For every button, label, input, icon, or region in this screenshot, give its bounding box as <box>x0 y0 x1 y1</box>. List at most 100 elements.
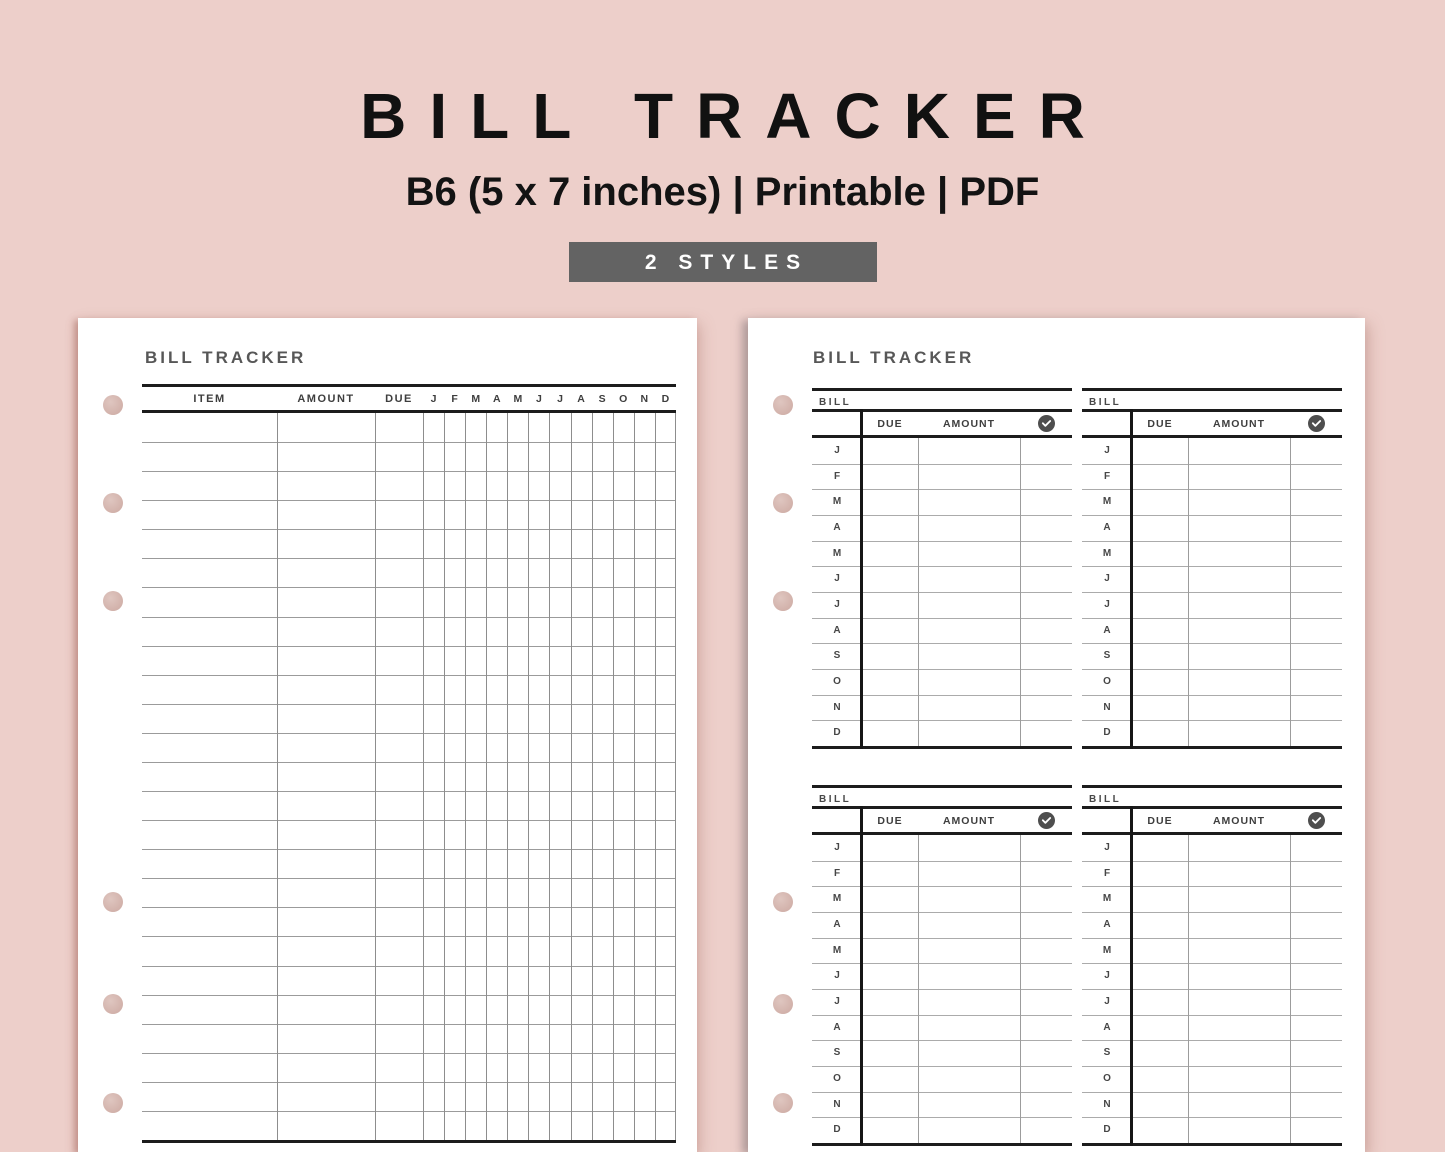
bill-quadrant-table: BILL DUE AMOUNT J F M A M J J A S O N D <box>812 388 1072 749</box>
column-line <box>634 413 635 1140</box>
month-column-header: O <box>619 392 628 405</box>
row-line <box>812 963 1072 965</box>
row-line <box>142 907 676 909</box>
month-column-header: S <box>598 392 606 405</box>
month-row-label: S <box>1103 1047 1111 1059</box>
table-body-grid: J F M A M J J A S O N D <box>812 438 1072 749</box>
row-line <box>1082 963 1342 965</box>
month-row-label: J <box>834 599 840 610</box>
month-column-header: M <box>513 392 523 405</box>
row-line <box>142 500 676 502</box>
row-line <box>1082 617 1342 619</box>
bill-quadrant-table: BILL DUE AMOUNT J F M A M J J A S O N D <box>812 785 1072 1146</box>
row-line <box>142 1052 676 1054</box>
row-line <box>1082 1066 1342 1067</box>
month-row-label: O <box>833 676 841 687</box>
binder-hole <box>773 395 793 415</box>
binder-hole <box>103 591 123 611</box>
column-header-amount: AMOUNT <box>1212 814 1266 827</box>
row-line <box>1082 860 1342 862</box>
month-row-label: D <box>1103 1124 1111 1136</box>
column-line <box>655 413 656 1140</box>
row-line <box>1082 912 1342 913</box>
month-column-header: A <box>492 392 501 405</box>
month-row-label: O <box>1103 1073 1111 1084</box>
row-line <box>812 989 1072 990</box>
column-header-paid <box>1290 812 1342 829</box>
column-header-due: DUE <box>1147 814 1173 827</box>
column-header-amount: AMOUNT <box>942 417 996 430</box>
month-row-label: F <box>1103 470 1111 482</box>
row-line <box>142 674 676 676</box>
row-line <box>1082 592 1342 593</box>
month-row-label: D <box>1103 727 1111 739</box>
table-header-row: DUE AMOUNT <box>812 806 1072 835</box>
check-circle-icon <box>1307 415 1325 432</box>
table-body-grid: J F M A M J J A S O N D <box>1082 835 1342 1146</box>
column-line <box>1020 835 1021 1143</box>
column-header-paid <box>1020 812 1072 829</box>
month-row-label: J <box>1104 445 1110 456</box>
row-line <box>812 1040 1072 1042</box>
row-line <box>142 849 676 851</box>
binder-hole <box>773 994 793 1014</box>
column-line <box>549 413 550 1140</box>
month-row-label: N <box>833 1098 841 1110</box>
month-row-label: N <box>1103 701 1111 713</box>
column-line <box>375 413 376 1140</box>
row-line <box>142 442 676 444</box>
row-line <box>1082 886 1342 888</box>
row-line <box>812 540 1072 542</box>
row-line <box>142 703 676 705</box>
month-row-label: S <box>833 1047 841 1059</box>
row-line <box>812 643 1072 645</box>
month-row-label: A <box>833 624 841 636</box>
row-line <box>812 720 1072 722</box>
check-circle-icon <box>1307 812 1325 829</box>
row-line <box>142 791 676 793</box>
row-line <box>142 1023 676 1025</box>
row-line <box>142 471 676 473</box>
column-line <box>507 413 508 1140</box>
column-divider-line <box>1130 806 1133 1146</box>
row-line <box>142 1081 676 1083</box>
month-row-label: J <box>834 445 840 456</box>
row-line <box>1082 1117 1342 1119</box>
binder-hole <box>103 994 123 1014</box>
month-row-label: N <box>1103 1098 1111 1110</box>
row-line <box>812 617 1072 619</box>
column-divider-line <box>860 806 863 1146</box>
column-header-amount: AMOUNT <box>942 814 996 827</box>
column-line <box>918 835 919 1143</box>
month-row-label: S <box>833 650 841 662</box>
table-header-row: DUE AMOUNT <box>812 409 1072 438</box>
bill-label-row: BILL <box>1082 785 1342 806</box>
table-body-grid <box>142 413 676 1143</box>
column-line <box>486 413 487 1140</box>
row-line <box>812 592 1072 593</box>
month-row-label: A <box>833 1021 841 1033</box>
row-line <box>812 860 1072 862</box>
binder-hole <box>773 892 793 912</box>
column-line <box>1290 438 1291 746</box>
month-row-label: M <box>832 944 842 956</box>
check-circle-icon <box>1037 415 1055 432</box>
table-header-row: DUE AMOUNT <box>1082 806 1342 835</box>
check-circle-icon <box>1037 812 1055 829</box>
column-line <box>613 413 614 1140</box>
bill-label: BILL <box>819 794 852 805</box>
column-header-amount: AMOUNT <box>297 392 355 405</box>
row-line <box>142 558 676 560</box>
column-header-paid <box>1020 415 1072 432</box>
bill-label-row: BILL <box>812 388 1072 409</box>
row-line <box>142 1110 676 1112</box>
row-line <box>1082 1040 1342 1042</box>
binder-hole <box>103 395 123 415</box>
bill-quadrant-table: BILL DUE AMOUNT J F M A M J J A S O N D <box>1082 388 1342 749</box>
row-line <box>142 645 676 647</box>
month-column-header: J <box>536 392 542 405</box>
